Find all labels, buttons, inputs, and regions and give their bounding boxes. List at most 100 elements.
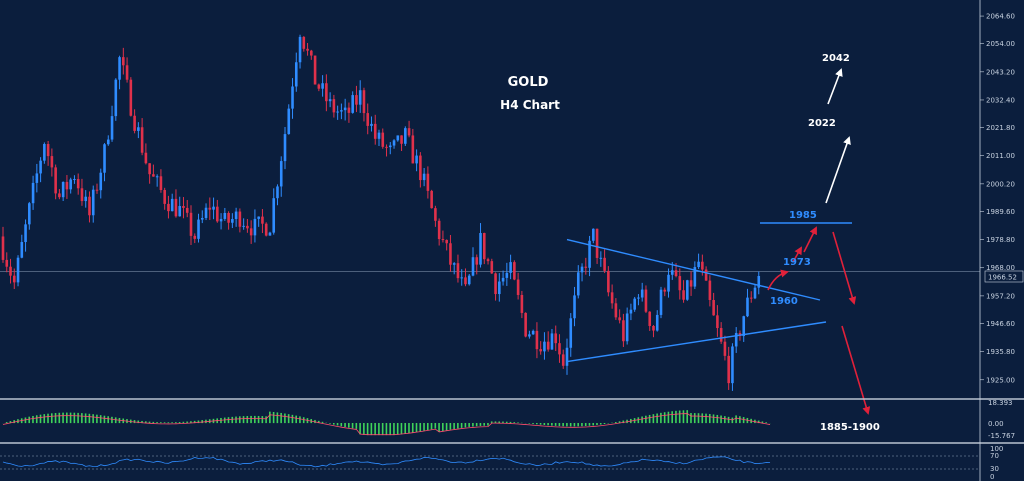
candle-body [231,219,234,223]
candle-body [467,275,471,285]
macd-histogram-bar [39,414,42,424]
macd-histogram-bar [261,416,264,424]
candle-body [637,297,640,299]
macd-histogram-bar [190,421,192,424]
candle-body [125,65,129,80]
candle-body [644,289,648,312]
macd-histogram-bar [426,423,429,431]
macd-histogram-bar [329,423,331,424]
candle-body [340,110,343,112]
candle-body [531,330,535,335]
macd-histogram-bar [479,423,482,426]
macd-histogram-bar [509,421,512,424]
macd-histogram-bar [175,422,177,424]
macd-histogram-bar [622,420,625,424]
candle-body [204,207,208,218]
candle-body [178,206,182,217]
macd-histogram-bar [660,412,662,424]
macd-histogram-bar [460,423,463,428]
candle-body [20,242,24,258]
chart-subtitle: H4 Chart [500,98,560,112]
arrow-1973-up [792,246,802,263]
candle-body [516,279,520,295]
candle-body [400,135,403,144]
candle-body [159,176,163,191]
candle-body [573,295,576,319]
candle-body [558,343,561,355]
candle-body [723,341,727,356]
macd-histogram-bar [547,423,549,426]
macd-histogram-bar [344,423,346,427]
macd-histogram-bar [385,423,388,436]
macd-histogram-bar [423,423,425,431]
candle-body [99,172,103,191]
macd-histogram-bar [81,413,83,424]
candle-body [524,312,527,337]
macd-histogram-bar [483,423,485,426]
arrow-to-1985 [803,226,817,253]
macd-histogram-bar [58,412,61,424]
candle-body [614,303,618,318]
macd-histogram-bar [47,413,49,424]
candle-body [103,144,106,173]
candle-body [362,90,366,114]
price-tick-label: 1978.80 [986,236,1015,244]
candle-body [501,277,505,282]
macd-histogram-bar [596,423,598,425]
candle-body [437,220,441,240]
macd-histogram-bar [265,416,267,424]
candle-body [355,95,358,105]
macd-histogram-bar [645,415,647,424]
candle-body [366,113,370,126]
candle-body [482,233,486,260]
macd-histogram-bar [502,421,504,424]
macd-histogram-bar [336,423,339,426]
macd-histogram-bar [287,414,290,424]
candle-body [550,333,554,350]
macd-histogram-bar [539,423,542,425]
candle-body [163,190,166,204]
candle-body [648,311,652,326]
macd-histogram-bar [396,423,399,435]
candle-body [569,318,573,348]
candle-body [155,176,159,178]
macd-histogram-bar [88,413,91,424]
candle-body [456,263,460,279]
price-tick-label: 2021.80 [986,124,1015,132]
candle-body [528,334,531,337]
candle-body [513,262,516,280]
candle-body [580,266,584,273]
macd-histogram-bar [588,423,591,426]
candle-body [535,330,539,350]
macd-histogram-bar [735,415,737,424]
macd-histogram-bar [494,421,497,424]
macd-histogram-bar [114,417,117,424]
rsi-tick-label: 0 [990,473,994,481]
macd-histogram-bar [475,423,478,427]
candle-body [486,259,490,262]
macd-histogram-bar [370,423,373,436]
candle-body [701,261,704,270]
candle-body [610,292,614,304]
macd-histogram-bar [280,412,282,424]
arrow-to-1973 [767,269,789,291]
candle-body [471,257,475,276]
candle-body [129,79,133,116]
macd-histogram-bar [144,421,147,424]
candle-body [441,239,445,241]
annotation-1973: 1973 [783,257,811,268]
macd-histogram-bar [419,423,422,432]
macd-histogram-bar [637,417,640,424]
candle-body [753,287,757,299]
candle-body [268,232,272,236]
macd-histogram-bar [223,417,226,424]
macd-histogram-bar [269,411,271,424]
candle-body [663,289,667,292]
macd-histogram-bar [257,415,260,424]
macd-histogram-bar [701,413,704,424]
macd-histogram-bar [592,423,595,426]
candle-body [404,128,407,144]
candle-body [223,212,227,219]
